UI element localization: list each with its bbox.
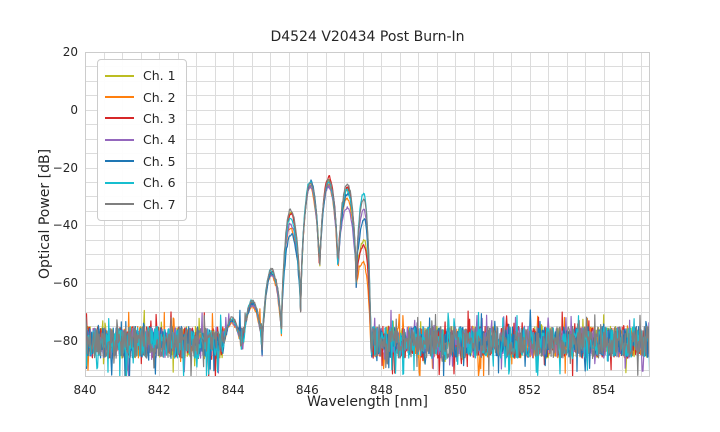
legend-line-swatch (105, 203, 134, 206)
y-tick-label: 0 (70, 102, 78, 117)
legend-entry-4: Ch. 4 (105, 129, 178, 150)
y-tick-label: −40 (52, 218, 78, 233)
legend-label: Ch. 1 (143, 68, 176, 84)
y-tick-label: 20 (62, 45, 78, 59)
legend-line-swatch (105, 74, 134, 77)
legend-label: Ch. 3 (143, 110, 176, 126)
x-tick-label: 848 (369, 383, 393, 397)
legend-line-swatch (105, 138, 134, 141)
x-tick-label: 850 (444, 383, 467, 397)
legend-entry-5: Ch. 5 (105, 151, 178, 172)
legend-label: Ch. 5 (143, 153, 176, 169)
legend: Ch. 1 Ch. 2 Ch. 3 Ch. 4 Ch. 5 Ch. 6 Ch. 7 (97, 59, 187, 221)
y-tick-label: −20 (52, 160, 78, 175)
legend-label: Ch. 7 (143, 196, 176, 212)
legend-entry-7: Ch. 7 (105, 193, 178, 214)
legend-line-swatch (105, 181, 134, 184)
y-tick-label: −60 (52, 276, 78, 291)
legend-entry-2: Ch. 2 (105, 86, 178, 107)
legend-label: Ch. 6 (143, 175, 176, 191)
y-tick-label: −80 (52, 333, 78, 348)
x-tick-label: 852 (518, 383, 542, 397)
x-axis-label: Wavelength [nm] (307, 394, 428, 410)
chart-title: D4524 V20434 Post Burn-In (270, 29, 465, 45)
legend-line-swatch (105, 160, 134, 163)
plot-border (85, 52, 650, 377)
legend-entry-6: Ch. 6 (105, 172, 178, 193)
series-line-7 (85, 178, 650, 377)
legend-entry-3: Ch. 3 (105, 108, 178, 129)
x-tick-label: 842 (147, 383, 171, 397)
legend-label: Ch. 2 (143, 89, 176, 105)
x-tick-label: 854 (592, 383, 616, 397)
x-tick-label: 846 (295, 383, 319, 397)
legend-line-swatch (105, 117, 134, 120)
x-tick-label: 844 (221, 383, 245, 397)
legend-entry-1: Ch. 1 (105, 65, 178, 86)
legend-line-swatch (105, 96, 134, 99)
legend-label: Ch. 4 (143, 132, 176, 148)
x-tick-label: 840 (73, 383, 97, 397)
